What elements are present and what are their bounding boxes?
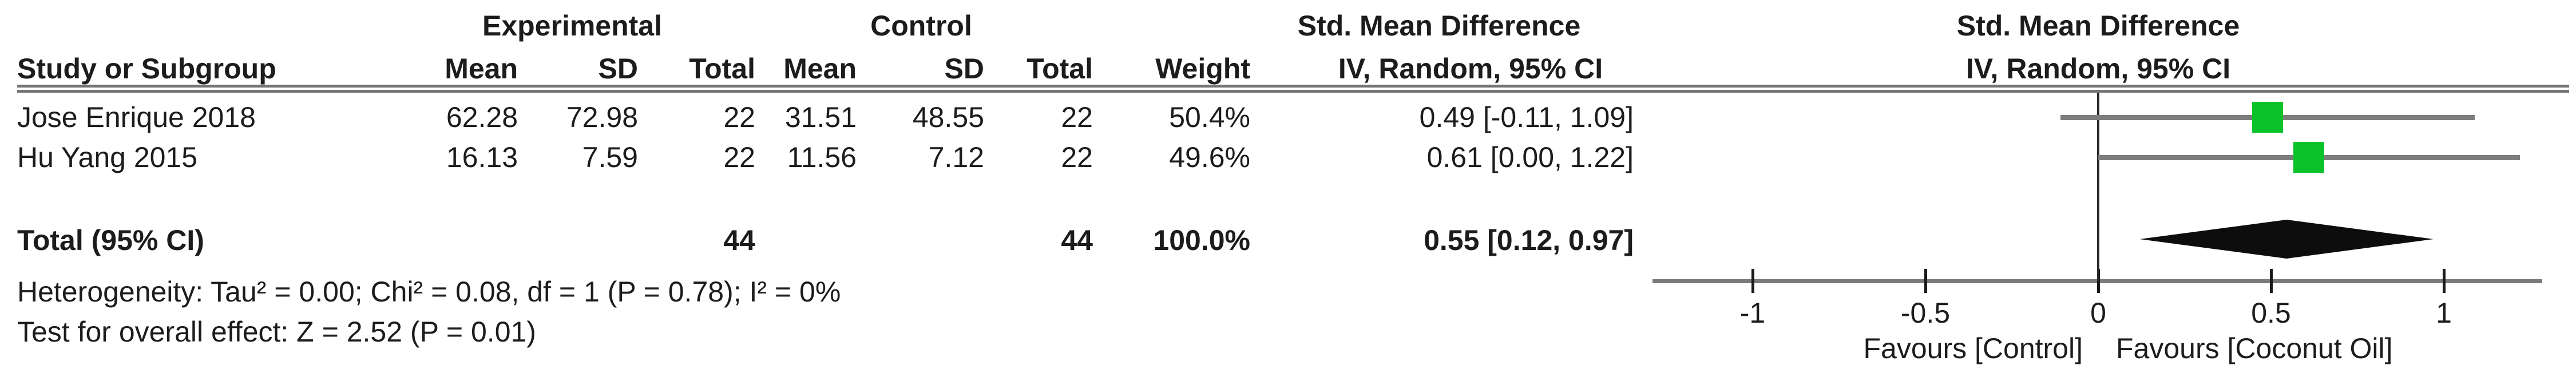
col-header-weight: Weight bbox=[1155, 53, 1250, 85]
col-header-exp-total: Total bbox=[689, 53, 755, 85]
axis-tick-label: -1 bbox=[1739, 297, 1766, 329]
group-header-smd-text: Std. Mean Difference bbox=[1297, 10, 1581, 42]
total-ci-text: 0.55 [0.12, 0.97] bbox=[1424, 224, 1634, 256]
favours-left-label: Favours [Control] bbox=[1863, 332, 2083, 364]
ctrl-mean-value: 11.56 bbox=[787, 141, 857, 173]
total-exp-total: 44 bbox=[723, 224, 755, 256]
col-header-study: Study or Subgroup bbox=[17, 53, 276, 85]
total-label: Total (95% CI) bbox=[17, 224, 204, 256]
ci-text-value: 0.61 [0.00, 1.22] bbox=[1426, 141, 1634, 173]
effect-square bbox=[2293, 142, 2325, 173]
col-header-iv-text: IV, Random, 95% CI bbox=[1338, 53, 1603, 85]
header-divider-bottom bbox=[17, 90, 2569, 93]
exp-mean-value: 62.28 bbox=[446, 101, 518, 133]
axis-tick-label: -0.5 bbox=[1900, 297, 1951, 329]
zero-effect-line bbox=[2097, 93, 2099, 281]
ctrl-total-value: 22 bbox=[1061, 101, 1093, 133]
total-weight: 100.0% bbox=[1153, 224, 1250, 256]
axis-tick bbox=[2443, 269, 2446, 293]
favours-right-label: Favours [Coconut Oil] bbox=[2116, 332, 2393, 364]
exp-total-value: 22 bbox=[723, 141, 755, 173]
heterogeneity-text: Heterogeneity: Tau² = 0.00; Chi² = 0.08,… bbox=[17, 276, 841, 308]
group-header-experimental: Experimental bbox=[482, 10, 662, 42]
weight-value: 49.6% bbox=[1169, 141, 1250, 173]
ci-text-value: 0.49 [-0.11, 1.09] bbox=[1419, 101, 1634, 133]
total-ctrl-total: 44 bbox=[1061, 224, 1093, 256]
ctrl-sd-value: 7.12 bbox=[928, 141, 984, 173]
ctrl-mean-value: 31.51 bbox=[784, 101, 857, 133]
study-name: Hu Yang 2015 bbox=[17, 141, 198, 173]
axis-tick-label: 0.5 bbox=[2251, 297, 2291, 329]
exp-total-value: 22 bbox=[723, 101, 755, 133]
weight-value: 50.4% bbox=[1169, 101, 1250, 133]
ctrl-total-value: 22 bbox=[1061, 141, 1093, 173]
col-header-ctrl-sd: SD bbox=[944, 53, 984, 85]
exp-sd-value: 7.59 bbox=[582, 141, 638, 173]
overall-effect-text: Test for overall effect: Z = 2.52 (P = 0… bbox=[17, 316, 536, 348]
study-name: Jose Enrique 2018 bbox=[17, 101, 256, 133]
exp-sd-value: 72.98 bbox=[566, 101, 638, 133]
col-header-ctrl-mean: Mean bbox=[783, 53, 857, 85]
axis-tick bbox=[2097, 269, 2100, 293]
col-header-exp-sd: SD bbox=[598, 53, 638, 85]
axis-tick bbox=[1924, 269, 1927, 293]
ctrl-sd-value: 48.55 bbox=[912, 101, 984, 133]
exp-mean-value: 16.13 bbox=[446, 141, 518, 173]
col-header-exp-mean: Mean bbox=[445, 53, 518, 85]
axis-tick bbox=[2270, 269, 2273, 293]
axis-tick bbox=[1751, 269, 1754, 293]
pooled-diamond bbox=[2139, 220, 2434, 259]
axis-tick-label: 1 bbox=[2436, 297, 2452, 329]
group-header-control: Control bbox=[870, 10, 972, 42]
group-header-smd-plot: Std. Mean Difference bbox=[1956, 10, 2240, 42]
effect-square bbox=[2252, 102, 2283, 133]
header-divider-top bbox=[17, 85, 2569, 88]
col-header-ctrl-total: Total bbox=[1027, 53, 1093, 85]
col-header-iv-plot: IV, Random, 95% CI bbox=[1965, 53, 2231, 85]
axis-tick-label: 0 bbox=[2090, 297, 2106, 329]
